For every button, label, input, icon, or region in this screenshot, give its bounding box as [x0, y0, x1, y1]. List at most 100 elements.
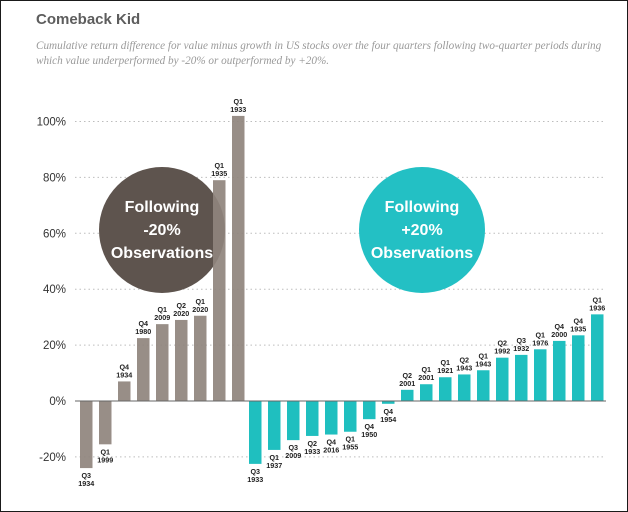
bar [249, 401, 262, 464]
y-tick-label: 20% [43, 340, 66, 352]
bar-label-year: 1980 [135, 327, 151, 336]
bar-label-year: 1933 [304, 447, 320, 456]
y-tick-label: 100% [37, 117, 66, 129]
bar-label-quarter: Q1 [157, 305, 167, 314]
bar [496, 357, 509, 401]
bar-label-quarter: Q1 [440, 358, 450, 367]
bar-label-year: 2009 [154, 313, 170, 322]
bar [194, 315, 207, 401]
bar-label-quarter: Q4 [119, 362, 129, 371]
bar-label-year: 1935 [211, 169, 227, 178]
bar-label-year: 1937 [266, 461, 282, 470]
bar-label-quarter: Q4 [383, 407, 393, 416]
bar-label-year: 2000 [551, 330, 567, 339]
positive-group-annotation: Observations [371, 245, 473, 262]
y-tick-label: -20% [39, 452, 66, 464]
bar-label-year: 1950 [361, 430, 377, 439]
positive-group-annotation: Following [385, 199, 460, 216]
bar-label-quarter: Q1 [535, 330, 545, 339]
bar [420, 384, 433, 401]
bar-label-year: 2020 [173, 309, 189, 318]
bar-label-year: 1934 [116, 370, 132, 379]
bar [477, 370, 490, 401]
bar-label-year: 2009 [285, 451, 301, 460]
bar [268, 401, 281, 450]
y-tick-label: 80% [43, 172, 66, 184]
bar-label-quarter: Q1 [478, 351, 488, 360]
bar-label-year: 1992 [494, 347, 510, 356]
bar [572, 335, 585, 401]
bar-label-year: 1934 [78, 479, 94, 488]
bar-label-quarter: Q1 [421, 365, 431, 374]
bar [382, 401, 395, 404]
bar [325, 401, 338, 435]
chart-subtitle: Cumulative return difference for value m… [36, 40, 602, 67]
y-tick-label: 0% [49, 396, 66, 408]
bar-label-year: 1935 [570, 324, 586, 333]
bar [401, 389, 414, 401]
bar-label-quarter: Q3 [288, 443, 298, 452]
bar-label-quarter: Q4 [554, 322, 564, 331]
bar-label-quarter: Q4 [364, 422, 374, 431]
bar [363, 401, 376, 420]
bar [534, 349, 547, 401]
bar-label-year: 1943 [456, 363, 472, 372]
bar-label-quarter: Q2 [307, 439, 317, 448]
bar-label-year: 1921 [437, 366, 453, 375]
positive-group-annotation: +20% [401, 222, 442, 239]
bar-label-quarter: Q1 [233, 97, 243, 106]
negative-group-circle [99, 167, 225, 293]
bar [232, 115, 245, 401]
positive-group-circle [359, 167, 485, 293]
bar [553, 340, 566, 401]
bar-label-year: 1933 [230, 105, 246, 114]
negative-group-annotation: Following [125, 199, 200, 216]
bar-label-year: 1976 [532, 338, 548, 347]
bar-label-year: 1943 [475, 359, 491, 368]
bar-label-year: 2016 [323, 446, 339, 455]
bar [344, 401, 357, 432]
bar-label-year: 2001 [399, 379, 415, 388]
y-tick-label: 40% [43, 284, 66, 296]
bar [99, 401, 112, 445]
bar-label-year: 1954 [380, 415, 396, 424]
bar-label-quarter: Q4 [573, 316, 583, 325]
bar-label-year: 1936 [589, 303, 605, 312]
bar-label-quarter: Q1 [345, 435, 355, 444]
bar [287, 401, 300, 441]
negative-group-annotation: Observations [111, 245, 213, 262]
bar-label-quarter: Q1 [269, 453, 279, 462]
y-tick-label: 60% [43, 228, 66, 240]
bar-label-quarter: Q2 [497, 339, 507, 348]
bar [213, 180, 226, 401]
bar [439, 377, 452, 401]
bar [591, 314, 604, 401]
bar-label-year: 2020 [192, 305, 208, 314]
bar-label-year: 2001 [418, 373, 434, 382]
bar-label-quarter: Q1 [100, 447, 110, 456]
bar [156, 324, 169, 401]
bar-label-quarter: Q3 [516, 336, 526, 345]
bar-label-quarter: Q2 [459, 355, 469, 364]
negative-group-annotation: -20% [143, 222, 180, 239]
bar [306, 401, 319, 436]
bar-label-quarter: Q2 [176, 301, 186, 310]
bar [175, 319, 188, 401]
bar-label-year: 1932 [513, 344, 529, 353]
bar [458, 374, 471, 401]
bar-label-year: 1955 [342, 443, 358, 452]
bar-label-quarter: Q1 [214, 161, 224, 170]
bar [515, 354, 528, 401]
bar [137, 338, 150, 401]
chart-title: Comeback Kid [36, 11, 141, 28]
bar [80, 401, 93, 469]
bar-label-quarter: Q1 [592, 295, 602, 304]
bar-label-year: 1999 [97, 455, 113, 464]
bar-label-quarter: Q4 [138, 319, 148, 328]
bar-label-quarter: Q3 [81, 471, 91, 480]
bar-label-quarter: Q4 [326, 438, 336, 447]
bar-label-year: 1933 [247, 475, 263, 484]
bar-label-quarter: Q1 [195, 297, 205, 306]
bar-label-quarter: Q3 [250, 467, 260, 476]
